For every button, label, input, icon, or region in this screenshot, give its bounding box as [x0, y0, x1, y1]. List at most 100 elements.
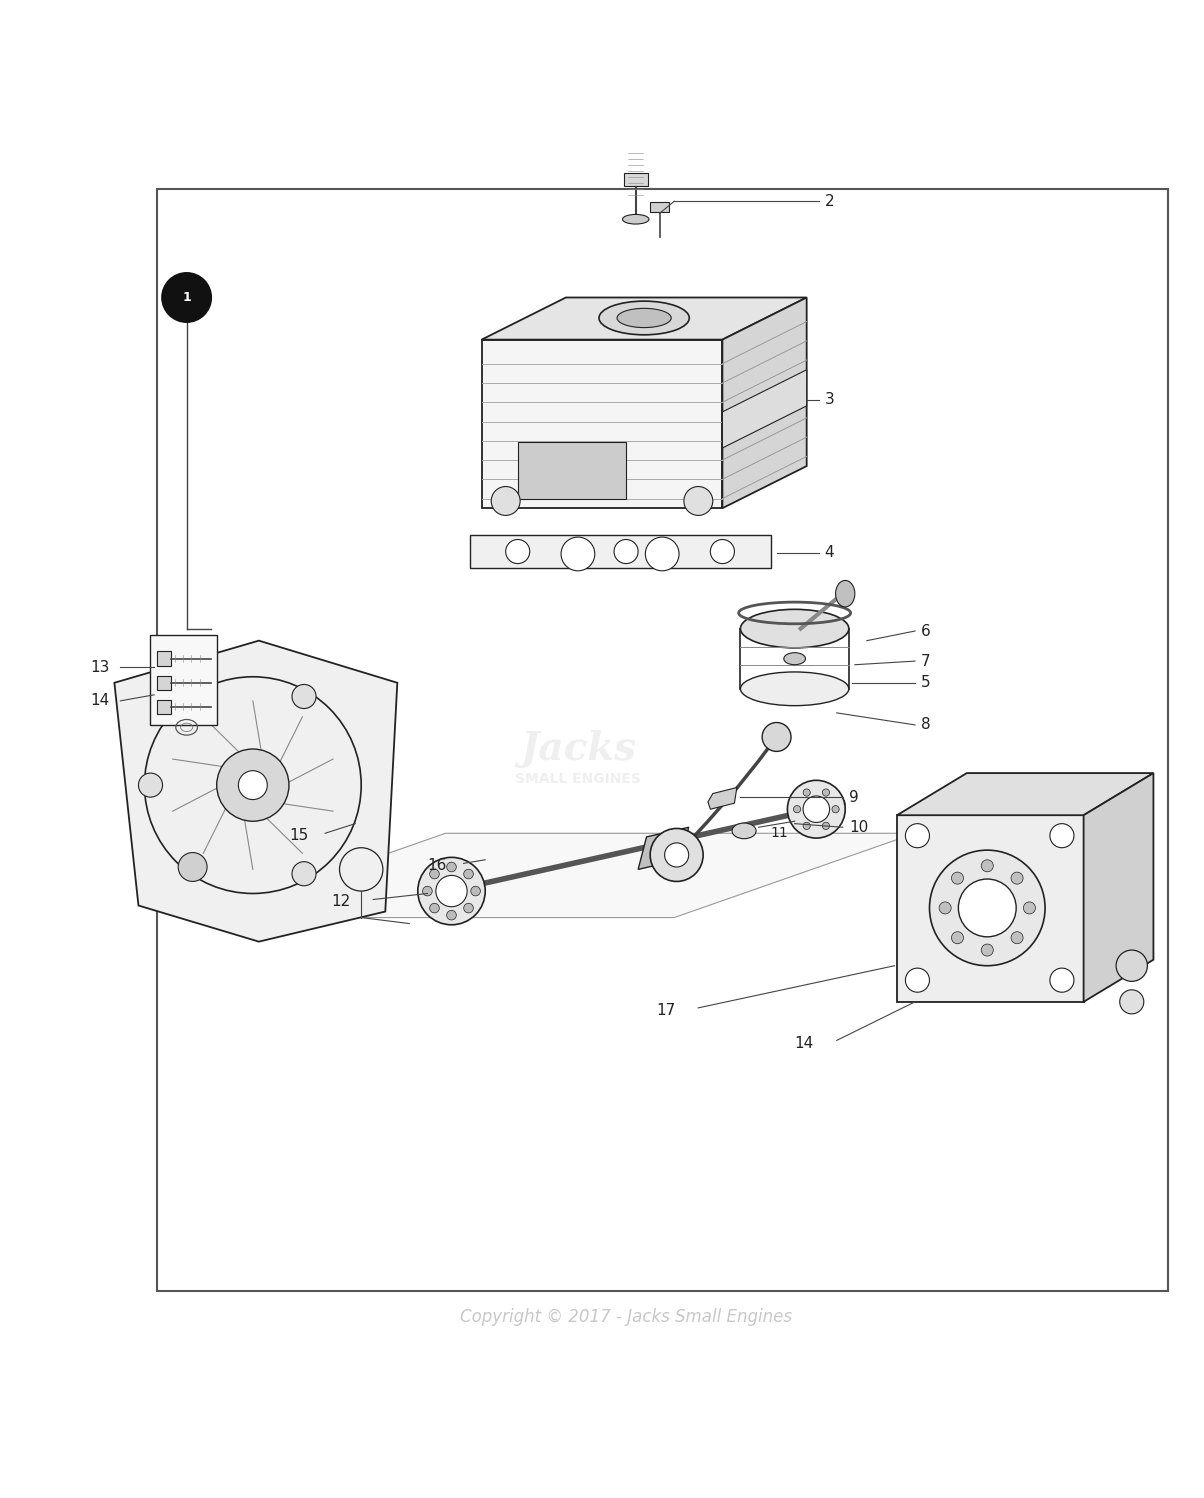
Circle shape: [138, 773, 163, 797]
Text: 10: 10: [849, 819, 868, 834]
Polygon shape: [114, 641, 397, 942]
Circle shape: [471, 887, 480, 896]
Text: 15: 15: [289, 828, 308, 843]
Ellipse shape: [740, 673, 849, 706]
Text: SMALL ENGINES: SMALL ENGINES: [515, 771, 641, 786]
Polygon shape: [482, 298, 807, 340]
Circle shape: [1050, 824, 1074, 848]
Ellipse shape: [598, 301, 689, 336]
Polygon shape: [518, 442, 626, 499]
Text: 13: 13: [90, 659, 110, 674]
Circle shape: [291, 685, 315, 709]
Circle shape: [832, 806, 839, 813]
Circle shape: [1120, 990, 1144, 1014]
Circle shape: [418, 857, 485, 924]
Circle shape: [1011, 932, 1023, 944]
Circle shape: [1116, 950, 1147, 981]
Circle shape: [951, 932, 963, 944]
Circle shape: [291, 861, 315, 885]
Polygon shape: [650, 202, 669, 213]
Text: 17: 17: [656, 1002, 675, 1017]
Circle shape: [430, 869, 439, 879]
Circle shape: [217, 749, 289, 821]
Ellipse shape: [616, 309, 671, 328]
Circle shape: [958, 879, 1016, 936]
Circle shape: [561, 538, 595, 571]
Circle shape: [464, 903, 473, 912]
Circle shape: [905, 968, 929, 992]
Text: 4: 4: [825, 545, 834, 560]
Circle shape: [822, 789, 830, 795]
Circle shape: [1011, 872, 1023, 884]
Circle shape: [793, 806, 801, 813]
Circle shape: [951, 872, 963, 884]
Circle shape: [803, 795, 830, 822]
Ellipse shape: [740, 610, 849, 647]
Circle shape: [1050, 968, 1074, 992]
Text: 9: 9: [849, 789, 858, 804]
Text: Jacks: Jacks: [520, 730, 636, 768]
Polygon shape: [638, 827, 689, 869]
Bar: [150, 635, 217, 725]
Circle shape: [803, 789, 810, 795]
Circle shape: [423, 887, 432, 896]
Circle shape: [447, 911, 456, 920]
Ellipse shape: [732, 822, 756, 839]
Text: 16: 16: [427, 858, 447, 873]
Text: Copyright © 2017 - Jacks Small Engines: Copyright © 2017 - Jacks Small Engines: [460, 1308, 792, 1326]
Polygon shape: [708, 788, 737, 809]
Polygon shape: [157, 676, 171, 691]
Text: 14: 14: [795, 1037, 814, 1052]
Circle shape: [447, 863, 456, 872]
Circle shape: [178, 852, 207, 881]
Circle shape: [650, 828, 703, 881]
Polygon shape: [1084, 773, 1153, 1002]
Bar: [157, 189, 1168, 1291]
Text: 5: 5: [921, 676, 931, 691]
Circle shape: [506, 539, 530, 563]
Circle shape: [787, 780, 845, 837]
Polygon shape: [470, 535, 771, 568]
Polygon shape: [722, 370, 807, 448]
Circle shape: [762, 722, 791, 752]
Polygon shape: [897, 815, 1084, 1002]
Text: 3: 3: [825, 392, 834, 407]
Polygon shape: [205, 833, 915, 918]
Text: 8: 8: [921, 718, 931, 733]
Circle shape: [822, 822, 830, 830]
Circle shape: [981, 944, 993, 956]
Circle shape: [614, 539, 638, 563]
Text: 6: 6: [921, 623, 931, 638]
Circle shape: [238, 770, 267, 800]
Circle shape: [905, 824, 929, 848]
Text: 11: 11: [771, 827, 789, 840]
Polygon shape: [482, 340, 722, 508]
Text: 14: 14: [90, 694, 110, 709]
Polygon shape: [722, 298, 807, 508]
Text: 7: 7: [921, 653, 931, 668]
Circle shape: [645, 538, 679, 571]
Circle shape: [665, 843, 689, 867]
Circle shape: [981, 860, 993, 872]
Circle shape: [436, 875, 467, 906]
Circle shape: [163, 274, 211, 322]
Circle shape: [710, 539, 734, 563]
Ellipse shape: [836, 580, 855, 607]
Text: 1: 1: [182, 291, 191, 304]
Circle shape: [939, 902, 951, 914]
Circle shape: [803, 822, 810, 830]
Polygon shape: [157, 652, 171, 667]
Circle shape: [1023, 902, 1035, 914]
Polygon shape: [624, 174, 648, 186]
Text: 12: 12: [331, 894, 350, 909]
Circle shape: [464, 869, 473, 879]
Polygon shape: [897, 773, 1153, 815]
Polygon shape: [157, 700, 171, 715]
Circle shape: [491, 487, 520, 515]
Circle shape: [684, 487, 713, 515]
Circle shape: [430, 903, 439, 912]
Ellipse shape: [784, 653, 805, 665]
Ellipse shape: [622, 214, 649, 225]
Circle shape: [929, 851, 1045, 966]
Text: 2: 2: [825, 193, 834, 208]
